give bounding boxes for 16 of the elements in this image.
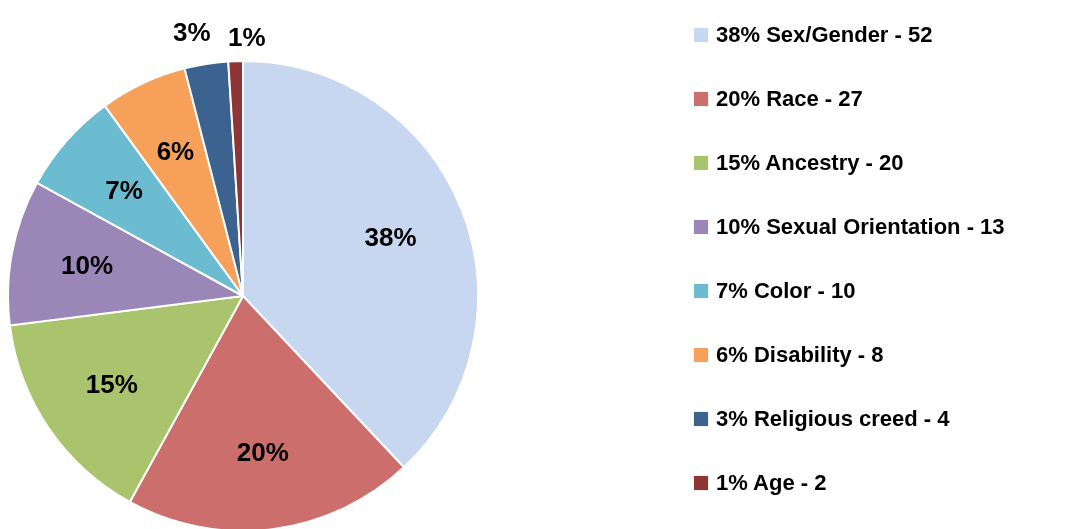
legend-label: 6% Disability - 8	[716, 342, 884, 367]
legend-label: 15% Ancestry - 20	[716, 150, 904, 175]
legend-label: 1% Age - 2	[716, 470, 827, 495]
legend-label: 3% Religious creed - 4	[716, 406, 951, 431]
data-label: 7%	[105, 175, 143, 206]
legend-label: 38% Sex/Gender - 52	[716, 22, 933, 47]
data-label: 15%	[85, 369, 138, 400]
data-label: 20%	[236, 437, 289, 468]
legend-label: 10% Sexual Orientation - 13	[716, 214, 1005, 239]
legend-label: 7% Color - 10	[716, 278, 856, 303]
data-label: 38%	[364, 221, 417, 252]
data-label: 10%	[61, 250, 114, 281]
data-label: 6%	[156, 136, 195, 167]
legend-label: 20% Race - 27	[716, 86, 863, 111]
data-label: 3%	[173, 16, 211, 47]
data-label: 1%	[227, 21, 266, 52]
